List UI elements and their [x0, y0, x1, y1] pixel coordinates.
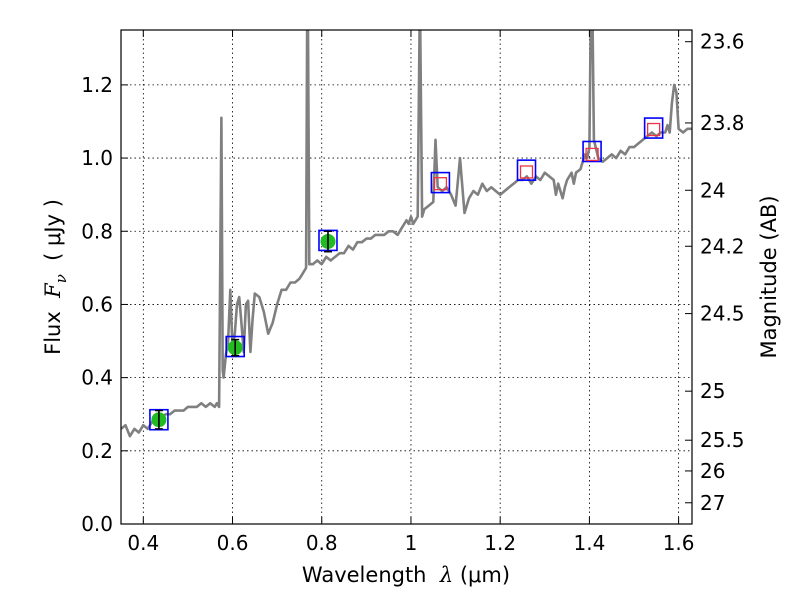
y-tick-label: 0.0	[81, 512, 113, 536]
y-tick-label: 0.4	[81, 366, 113, 390]
y2-axis-label: Magnitude (AB)	[757, 195, 781, 358]
x-tick-label: 1.4	[573, 531, 605, 555]
x-axis-label: Wavelength λ (μm)	[302, 563, 510, 587]
model-photometry-box	[225, 335, 245, 358]
model-photometry-box	[430, 171, 451, 194]
y-axis-label: Flux Fν ( μJy )	[41, 199, 70, 355]
y2-tick-label: 23.6	[700, 30, 745, 54]
open-photometry-box	[433, 177, 448, 191]
open-photometry-box	[646, 122, 661, 137]
x-tick-label: 1.2	[484, 531, 516, 555]
model-photometry-box	[582, 140, 602, 163]
x-tick-label: 1.6	[663, 531, 695, 555]
y2-tick-label: 23.8	[700, 111, 745, 135]
y2-tick-label: 25.5	[700, 428, 745, 452]
y2-tick-label: 24.5	[700, 302, 745, 326]
x-tick-label: 1	[405, 531, 418, 555]
y2-tick-label: 27	[700, 491, 725, 515]
open-photometry-box	[585, 147, 599, 162]
model-photometry-box	[643, 117, 664, 139]
open-photometry-box	[519, 165, 534, 179]
y-tick-label: 1.2	[81, 73, 113, 97]
y-tick-label: 0.6	[81, 292, 113, 316]
grid	[121, 30, 692, 525]
y2-tick-label: 25	[700, 379, 725, 403]
y-tick-label: 1.0	[81, 146, 113, 170]
x-tick-label: 0.8	[306, 531, 338, 555]
plot-frame	[120, 29, 693, 525]
photometry-markers	[149, 117, 664, 431]
x-tick-label: 0.6	[217, 531, 249, 555]
y2-tick-label: 26	[700, 459, 725, 483]
y-tick-label: 0.8	[81, 219, 113, 243]
y-tick-label: 0.2	[81, 439, 113, 463]
model-sed-line	[121, 30, 692, 438]
x-tick-label: 0.4	[127, 531, 159, 555]
y2-tick-label: 24.2	[700, 234, 745, 258]
y2-tick-label: 24	[700, 178, 725, 202]
plot-area	[121, 30, 692, 438]
model-photometry-box	[149, 408, 169, 431]
model-photometry-box	[516, 159, 537, 181]
axis-ticks: 0.4 0.6 0.8 1 1.2 1.4 1.6 0.0 0.2 0.4 0.6 0.8 1.0 1.2…	[81, 30, 744, 555]
